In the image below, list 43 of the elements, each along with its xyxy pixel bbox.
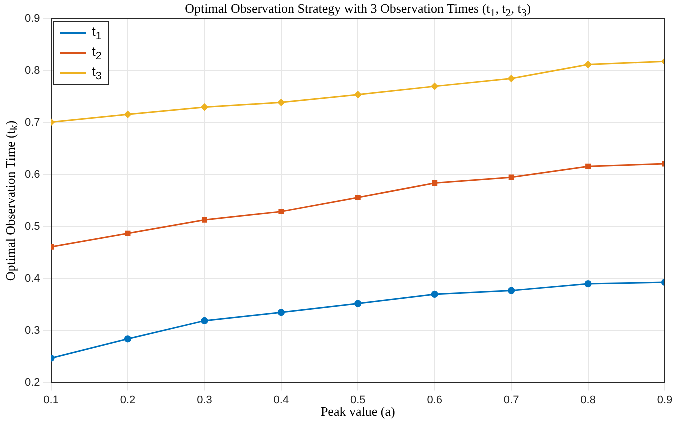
point <box>432 180 438 186</box>
y-tick-label: 0.8 <box>24 65 40 78</box>
point <box>201 317 208 325</box>
point <box>584 280 592 288</box>
point <box>586 164 592 170</box>
x-tick-label: 0.4 <box>274 394 290 406</box>
point <box>431 83 438 90</box>
point <box>508 287 516 294</box>
x-axis-title: Peak value (a) <box>320 404 396 419</box>
y-tick-label: 0.7 <box>24 116 40 129</box>
x-tick-label: 0.8 <box>580 394 596 406</box>
point <box>355 195 361 201</box>
point <box>354 91 362 98</box>
point <box>508 75 516 82</box>
point <box>278 209 284 215</box>
y-tick-label: 0.4 <box>24 272 40 285</box>
x-tick-label: 0.2 <box>120 394 136 406</box>
point <box>125 230 131 236</box>
y-tick-label: 0.2 <box>24 376 40 389</box>
x-tick-label: 0.6 <box>427 394 443 406</box>
point <box>124 336 132 343</box>
point <box>354 300 362 308</box>
point <box>124 111 132 118</box>
point <box>584 61 592 68</box>
y-tick-label: 0.3 <box>24 324 40 337</box>
x-tick-label: 0.9 <box>657 394 673 406</box>
point <box>431 290 438 298</box>
point <box>202 217 208 223</box>
chart-title: Optimal Observation Strategy with 3 Observation Times (t$_{1}$, t$_{2}$, t$_{3}$) <box>184 1 532 20</box>
point <box>278 99 285 106</box>
x-tick-label: 0.3 <box>197 394 212 406</box>
x-tick-label: 0.1 <box>44 394 59 406</box>
legend-label: t$_{1}$ <box>92 24 102 42</box>
point <box>278 309 285 316</box>
point <box>508 174 514 180</box>
y-tick-label: 0.5 <box>24 220 40 233</box>
legend-label: t$_{3}$ <box>92 64 102 82</box>
legend-label: t$_{2}$ <box>92 44 102 62</box>
y-tick-label: 0.9 <box>24 13 40 26</box>
x-tick-label: 0.7 <box>504 394 520 406</box>
y-tick-label: 0.6 <box>24 168 40 181</box>
x-tick-label: 0.5 <box>350 394 366 406</box>
point <box>201 104 208 111</box>
